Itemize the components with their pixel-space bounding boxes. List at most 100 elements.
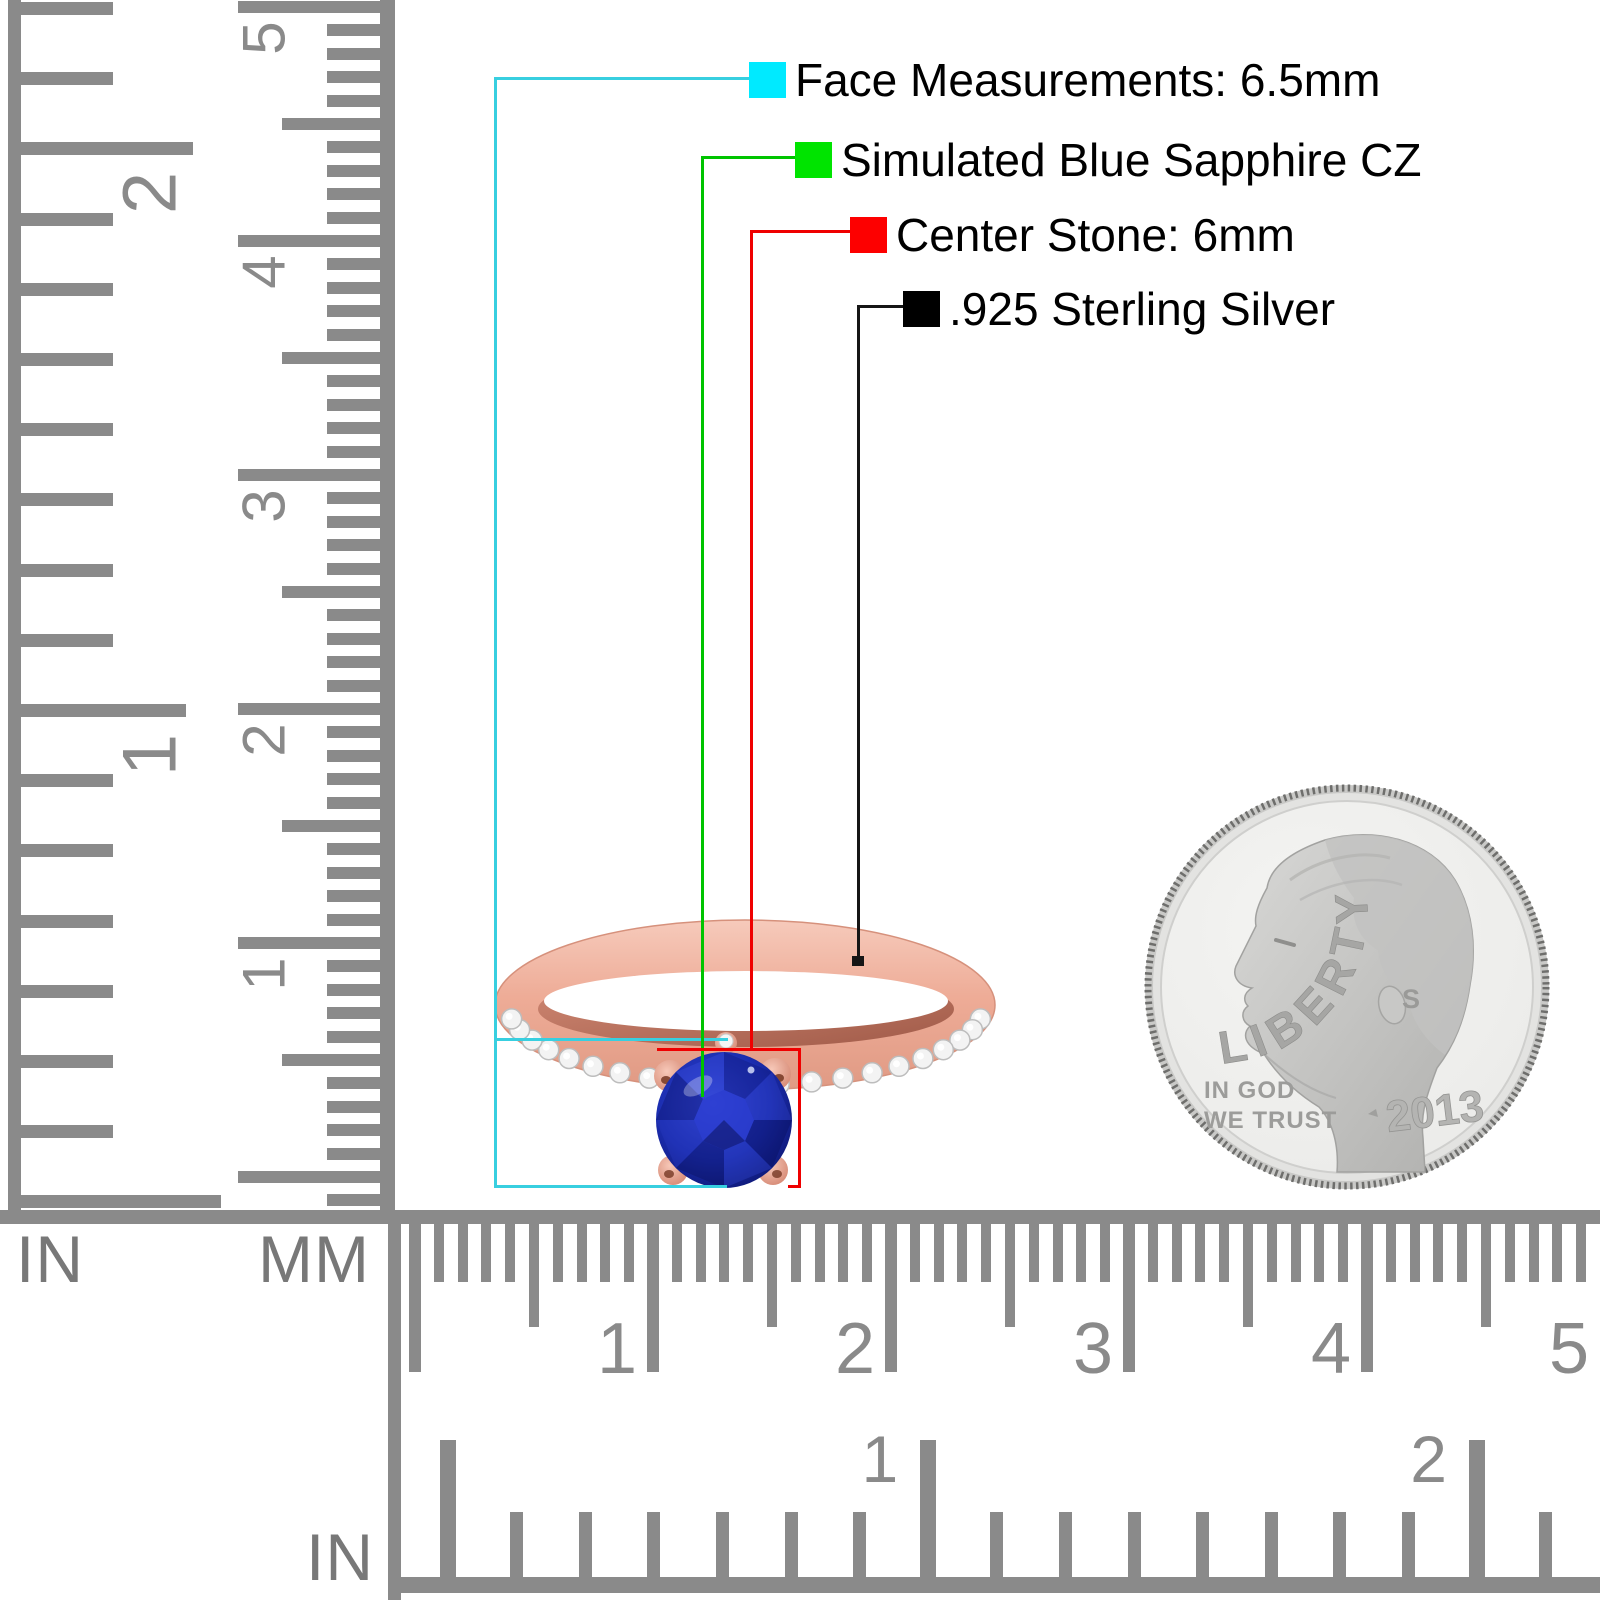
ruler-tick [327, 1147, 380, 1160]
ruler-tick [1196, 1512, 1210, 1577]
ruler-number: 5 [1548, 1309, 1589, 1389]
ruler-tick [327, 796, 380, 809]
ruler-tick [715, 1512, 729, 1577]
metal-swatch [903, 291, 940, 327]
ring-band-hole [544, 971, 948, 1031]
ruler-tick [327, 422, 380, 435]
ruler-tick [238, 1, 380, 13]
ruler-tick [327, 656, 380, 669]
coin-designer-mark [1368, 1109, 1378, 1117]
ruler-tick [1457, 1224, 1468, 1282]
face-swatch [749, 62, 786, 98]
ruler-tick [327, 960, 380, 973]
ruler-tick [327, 258, 380, 271]
ruler-number: 1 [596, 1309, 637, 1389]
ruler-tick [1123, 1224, 1135, 1372]
ruler-number: 4 [1310, 1309, 1351, 1389]
ruler-tick [767, 1224, 777, 1327]
ruler-tick [327, 843, 380, 856]
ruler-tick [21, 212, 113, 226]
ruler-tick [1385, 1224, 1396, 1282]
ruler-tick [1195, 1224, 1206, 1282]
ruler-tick [1401, 1512, 1415, 1577]
ruler-tick [1576, 1224, 1587, 1282]
ruler-tick [671, 1224, 682, 1282]
ruler-tick [327, 445, 380, 458]
ruler-tick [647, 1224, 659, 1372]
ruler-tick [327, 890, 380, 903]
callout-line-stone-type-horizontal [701, 156, 795, 159]
ruler-tick [327, 562, 380, 575]
ruler-tick [990, 1512, 1004, 1577]
ruler-tick [1481, 1224, 1491, 1327]
bottom-inch-unit-label: IN [306, 1520, 374, 1594]
callout-line-stone-type-vertical [701, 156, 704, 1097]
ruler-tick [21, 774, 113, 788]
ruler-tick [327, 281, 380, 294]
ruler-tick [327, 47, 380, 60]
ruler-tick [1528, 1224, 1539, 1282]
ruler-tick [1552, 1224, 1563, 1282]
ruler-tick [853, 1512, 867, 1577]
ruler-tick [327, 71, 380, 84]
ruler-tick [327, 188, 380, 201]
callout-line-metal-endpoint [852, 956, 864, 966]
ruler-tick [1005, 1224, 1015, 1327]
metal-label: .925 Sterling Silver [949, 283, 1336, 335]
ruler-number: 3 [230, 489, 298, 523]
ruler-tick [1539, 1512, 1553, 1577]
ruler-tick [238, 1171, 380, 1183]
ruler-tick [1076, 1224, 1087, 1282]
stone-type-label: Simulated Blue Sapphire CZ [841, 134, 1422, 186]
ruler-tick [957, 1224, 968, 1282]
ruler-tick [784, 1512, 798, 1577]
callout-line-center-stone-right [798, 1048, 801, 1188]
ruler-tick [481, 1224, 492, 1282]
ruler-tick [981, 1224, 992, 1282]
ruler-tick [327, 375, 380, 388]
ruler-tick [327, 866, 380, 879]
ruler-tick [1052, 1224, 1063, 1282]
ruler-tick [578, 1512, 592, 1577]
ruler-tick [1264, 1512, 1278, 1577]
ruler-tick [1243, 1224, 1253, 1327]
ruler-tick [327, 164, 380, 177]
callout-line-face-top-bracket [494, 1038, 728, 1041]
ruler-tick [1171, 1224, 1182, 1282]
bottom-inch-ruler-spine [388, 1577, 1600, 1593]
ruler-number: 2 [834, 1309, 875, 1389]
ruler-tick [21, 72, 113, 86]
ruler-tick [529, 1224, 539, 1327]
ruler-tick [814, 1224, 825, 1282]
ruler-tick [1147, 1224, 1158, 1282]
ruler-tick [1028, 1224, 1039, 1282]
ruler-tick [885, 1224, 897, 1372]
ruler-tick [21, 2, 113, 15]
ruler-tick [21, 353, 113, 366]
ruler-tick [327, 1077, 380, 1090]
ruler-tick [327, 773, 380, 786]
ruler-tick [327, 398, 380, 411]
ruler-tick [21, 1125, 113, 1139]
ruler-tick [21, 493, 113, 507]
ruler-tick [1433, 1224, 1444, 1282]
ruler-tick [21, 423, 113, 437]
left-inch-ruler-spine [8, 0, 21, 1212]
ruler-tick [238, 703, 380, 715]
roosevelt-portrait [1234, 834, 1474, 1173]
ruler-number: 5 [230, 21, 298, 55]
ruler-tick [21, 984, 113, 998]
ruler-tick [1219, 1224, 1230, 1282]
ruler-tick [21, 1055, 113, 1068]
ruler-tick [695, 1224, 706, 1282]
ruler-tick [282, 820, 380, 832]
sapphire-stone [656, 1052, 792, 1188]
callout-line-center-stone-top [657, 1048, 801, 1051]
ruler-tick [457, 1224, 468, 1282]
ruler-tick [719, 1224, 730, 1282]
callout-line-center-stone-foot [788, 1185, 801, 1188]
ruler-tick [282, 586, 380, 598]
ruler-tick [238, 937, 380, 949]
ruler-number: 2 [230, 723, 298, 757]
